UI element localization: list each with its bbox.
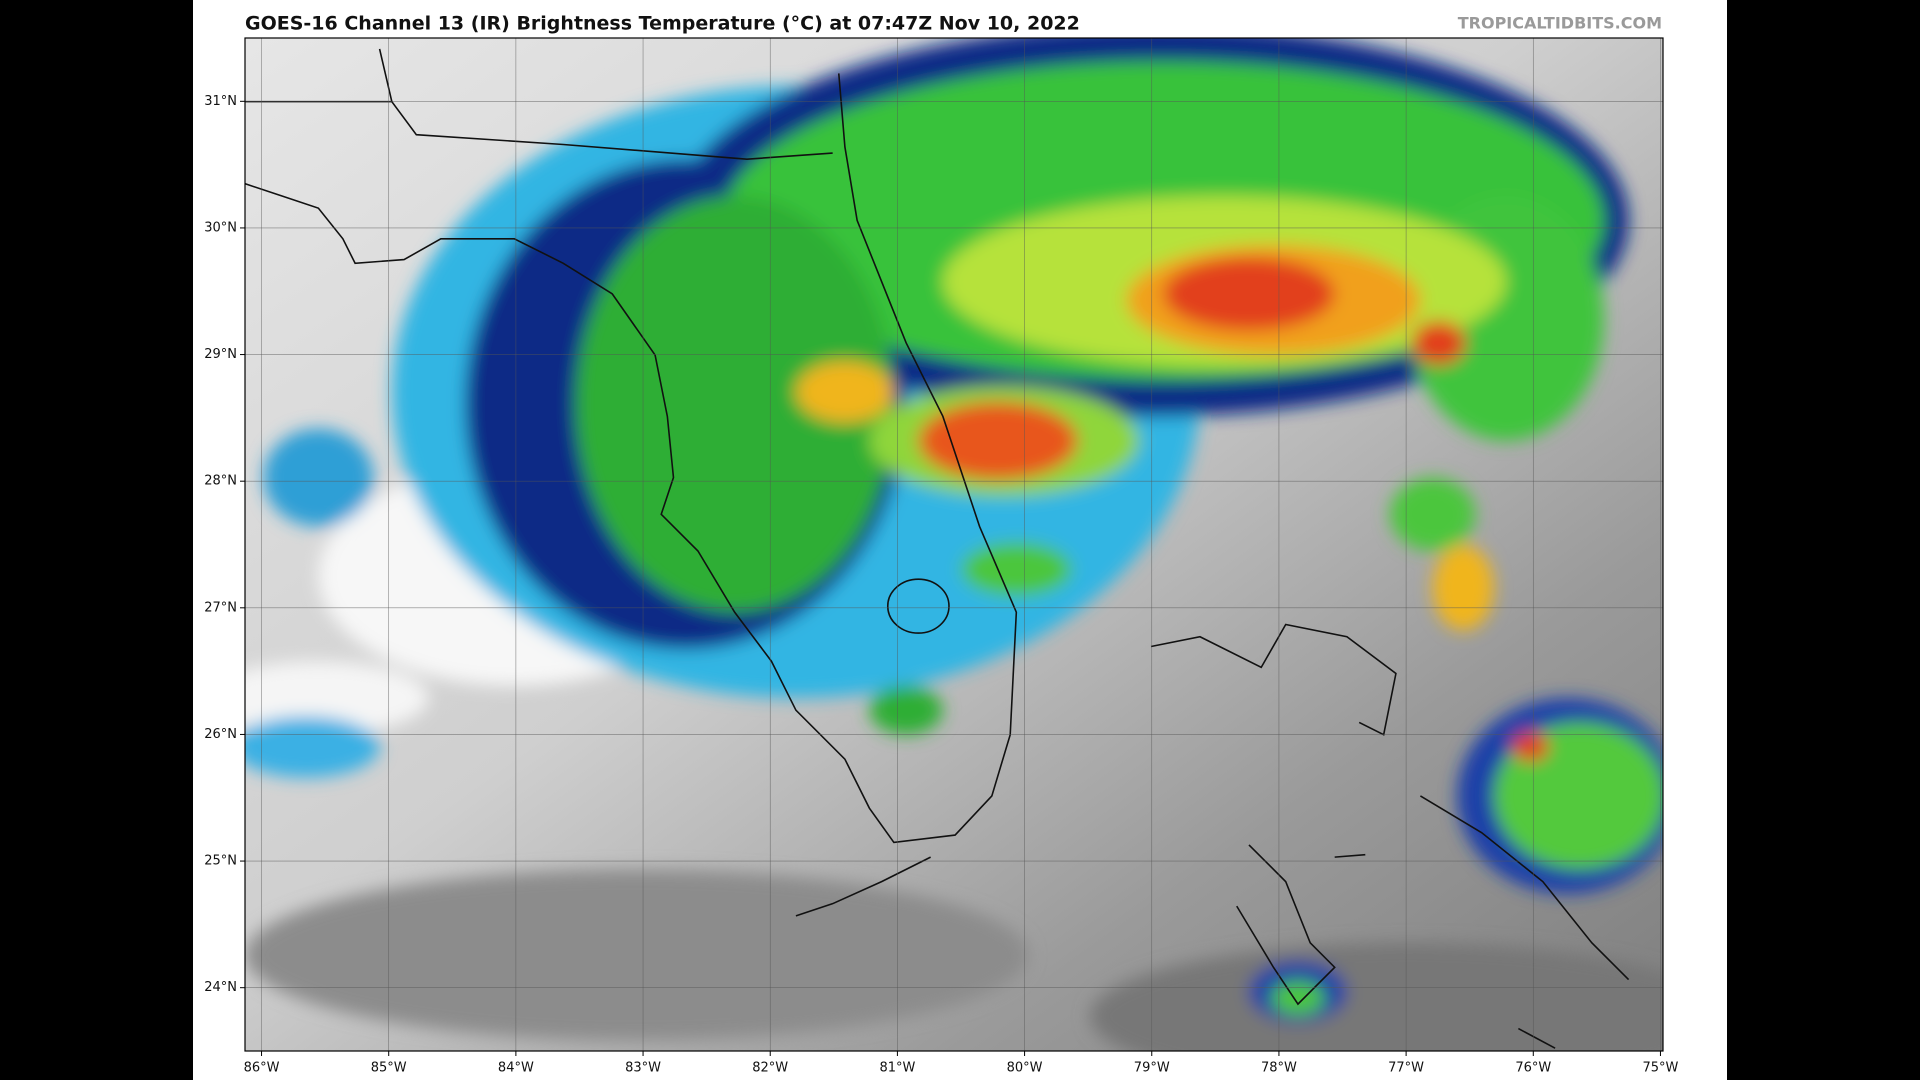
y-tick-label: 26°N <box>204 727 237 742</box>
graticule <box>245 38 1663 1051</box>
y-tick-label: 28°N <box>204 474 237 489</box>
x-tick-label: 83°W <box>625 1061 661 1076</box>
y-tick-label: 31°N <box>204 94 237 109</box>
x-tick-label: 85°W <box>371 1061 407 1076</box>
credit: TROPICALTIDBITS.COM <box>1458 14 1662 33</box>
map-frame <box>244 37 1664 1052</box>
x-tick-label: 76°W <box>1515 1061 1551 1076</box>
x-tick-label: 80°W <box>1007 1061 1043 1076</box>
y-tick-label: 24°N <box>204 980 237 995</box>
x-tick-label: 82°W <box>752 1061 788 1076</box>
x-tick-label: 84°W <box>498 1061 534 1076</box>
x-tick-label: 79°W <box>1134 1061 1170 1076</box>
satellite-imagery <box>245 38 1663 1051</box>
y-tick-label: 25°N <box>204 854 237 869</box>
y-tick-label: 29°N <box>204 347 237 362</box>
y-tick-label: 27°N <box>204 600 237 615</box>
coastlines <box>245 48 1630 1049</box>
x-tick-label: 81°W <box>879 1061 915 1076</box>
x-tick-label: 75°W <box>1643 1061 1679 1076</box>
axes: 86°W 85°W 84°W 83°W 82°W 81°W 80°W 79°W 78°W 77°W… <box>204 94 1678 1076</box>
x-tick-label: 77°W <box>1388 1061 1424 1076</box>
y-tick-label: 30°N <box>204 220 237 235</box>
x-tick-label: 86°W <box>244 1061 280 1076</box>
x-tick-label: 78°W <box>1261 1061 1297 1076</box>
title: GOES-16 Channel 13 (IR) Brightness Tempe… <box>245 13 1080 35</box>
